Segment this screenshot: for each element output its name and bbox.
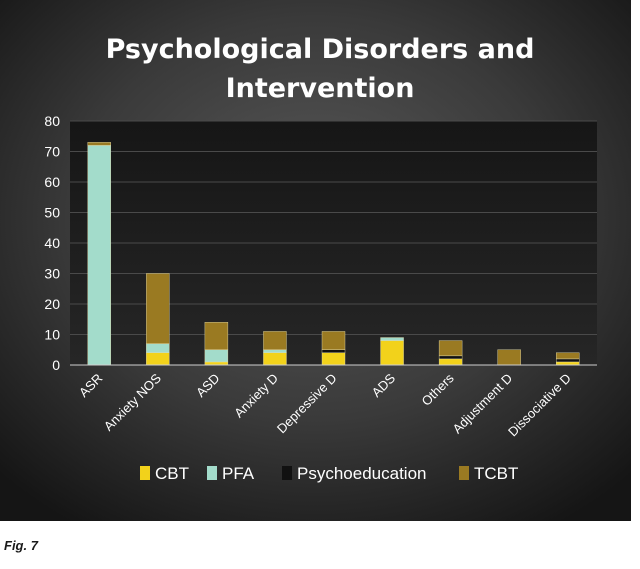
bar-1-1 xyxy=(146,343,170,353)
bar-0-1 xyxy=(87,145,111,366)
legend-label-1: PFA xyxy=(222,464,255,483)
bars xyxy=(87,142,580,366)
chart-title-line-2: Intervention xyxy=(226,73,415,104)
chart-svg: Psychological Disorders and Intervention… xyxy=(0,0,631,521)
legend: CBT PFA Psychoeducation TCBT xyxy=(140,464,518,483)
y-tick-label-50: 50 xyxy=(44,205,60,221)
bar-5-0 xyxy=(380,340,404,366)
bar-1-3 xyxy=(146,273,170,344)
bar-8-2 xyxy=(556,358,580,363)
bar-6-2 xyxy=(438,355,463,360)
bar-6-3 xyxy=(438,340,463,357)
y-tick-label-80: 80 xyxy=(44,113,60,129)
legend-label-0: CBT xyxy=(155,464,189,483)
bar-8-3 xyxy=(556,352,580,360)
bar-2-3 xyxy=(204,322,229,350)
y-tick-label-10: 10 xyxy=(44,327,60,343)
y-tick-label-70: 70 xyxy=(44,144,60,160)
chart-title-line-1: Psychological Disorders and xyxy=(106,34,535,65)
bar-3-0 xyxy=(263,352,287,366)
chart-panel: Psychological Disorders and Intervention… xyxy=(0,0,631,521)
y-tick-label-60: 60 xyxy=(44,174,60,190)
legend-swatch-3 xyxy=(459,466,469,480)
legend-swatch-2 xyxy=(282,466,292,480)
legend-label-3: TCBT xyxy=(474,464,518,483)
bar-3-1 xyxy=(263,349,287,353)
bar-5-1 xyxy=(380,337,404,341)
bar-0-3 xyxy=(87,142,111,146)
bar-2-1 xyxy=(204,349,229,363)
figure-caption: Fig. 7 xyxy=(4,538,38,553)
bar-7-3 xyxy=(497,349,521,366)
y-tick-label-0: 0 xyxy=(52,357,60,373)
y-axis-ticks: 0 10 20 30 40 50 60 70 80 xyxy=(44,113,60,373)
bar-6-0 xyxy=(438,358,463,366)
bar-1-0 xyxy=(146,352,170,366)
bar-4-3 xyxy=(321,331,346,350)
legend-swatch-1 xyxy=(207,466,217,480)
y-tick-label-30: 30 xyxy=(44,266,60,282)
legend-label-2: Psychoeducation xyxy=(297,464,426,483)
bar-4-0 xyxy=(321,352,346,366)
y-tick-label-40: 40 xyxy=(44,235,60,251)
legend-swatch-0 xyxy=(140,466,150,480)
grid-lines xyxy=(70,120,597,335)
y-tick-label-20: 20 xyxy=(44,296,60,312)
bar-3-3 xyxy=(263,331,287,350)
bar-4-2 xyxy=(321,349,346,353)
